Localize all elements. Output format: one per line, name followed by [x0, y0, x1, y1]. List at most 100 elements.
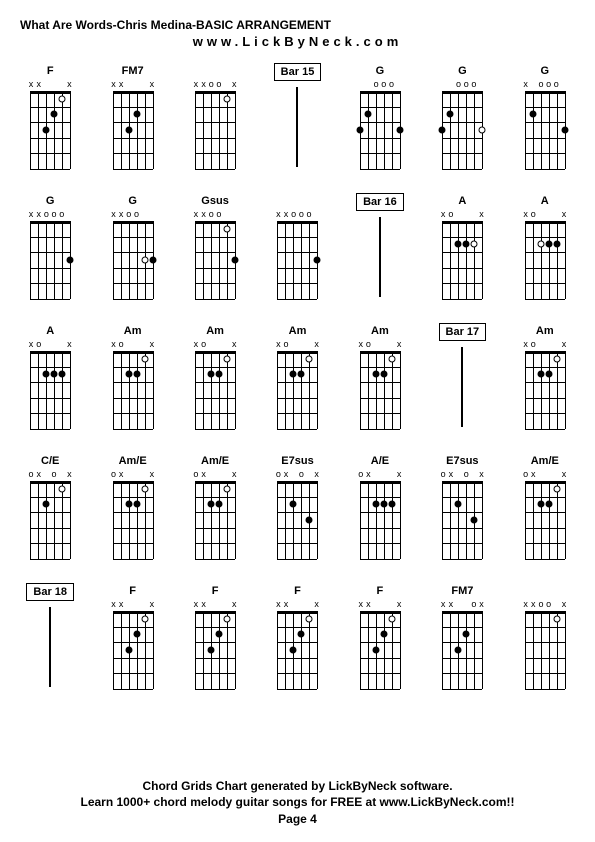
chord-cell: Gooo: [342, 63, 418, 181]
chord-label: F: [294, 583, 301, 599]
fretboard: [113, 91, 153, 169]
chord-cell: C/Eoxox: [12, 453, 88, 571]
chord-label: C/E: [41, 453, 59, 469]
root-dot: [388, 615, 395, 622]
finger-dot: [216, 501, 223, 508]
fretboard: [277, 351, 317, 429]
finger-dot: [290, 371, 297, 378]
finger-dot: [447, 111, 454, 118]
chord-cell: Fxxx: [12, 63, 88, 181]
finger-dot: [125, 371, 132, 378]
finger-dot: [216, 371, 223, 378]
chord-diagram: xxoo: [185, 209, 245, 304]
finger-dot: [553, 241, 560, 248]
finger-dot: [149, 257, 156, 264]
finger-dot: [471, 517, 478, 524]
root-dot: [141, 485, 148, 492]
chord-diagram: xxx: [350, 599, 410, 694]
string-markers: xxoox: [192, 79, 238, 89]
fretboard: [195, 611, 235, 689]
chord-cell: Axox: [424, 193, 500, 311]
bar-separator-cell: Bar 18: [12, 583, 88, 701]
chord-diagram: xooo: [515, 79, 575, 174]
chord-cell: Fxxx: [342, 583, 418, 701]
string-markers: xox: [522, 209, 568, 219]
finger-dot: [537, 371, 544, 378]
chord-cell: Gxxooo: [12, 193, 88, 311]
string-markers: xxoo: [192, 209, 238, 219]
bar-separator-cell: Bar 15: [259, 63, 335, 181]
finger-dot: [133, 631, 140, 638]
finger-dot: [545, 371, 552, 378]
chord-diagram: xox: [432, 209, 492, 304]
chord-label: Am: [536, 323, 554, 339]
chord-diagram: xxoox: [515, 599, 575, 694]
chord-diagram: ooo: [350, 79, 410, 174]
string-markers: xox: [192, 339, 238, 349]
finger-dot: [290, 501, 297, 508]
fretboard: [30, 481, 70, 559]
fretboard: [113, 221, 153, 299]
fretboard: [195, 481, 235, 559]
chord-label: F: [212, 583, 219, 599]
finger-dot: [314, 257, 321, 264]
finger-dot: [133, 371, 140, 378]
chord-label: FM7: [451, 583, 473, 599]
chord-diagram: xxx: [267, 599, 327, 694]
finger-dot: [208, 501, 215, 508]
root-dot: [224, 95, 231, 102]
finger-dot: [298, 631, 305, 638]
finger-dot: [463, 631, 470, 638]
finger-dot: [439, 127, 446, 134]
string-markers: xooo: [522, 79, 568, 89]
fretboard: [525, 481, 565, 559]
root-dot: [141, 615, 148, 622]
root-dot: [224, 225, 231, 232]
chord-diagram: xxooo: [20, 209, 80, 304]
chord-grid: FxxxFM7xxx xxooxBar 15GoooGoooGxoooGxxoo…: [12, 63, 583, 701]
chord-label: Am/E: [531, 453, 559, 469]
finger-dot: [372, 501, 379, 508]
finger-dot: [43, 501, 50, 508]
finger-dot: [529, 111, 536, 118]
root-dot: [224, 615, 231, 622]
bar-separator-cell: Bar 17: [424, 323, 500, 441]
finger-dot: [43, 371, 50, 378]
fretboard: [113, 611, 153, 689]
string-markers: xxx: [192, 599, 238, 609]
chord-label: Gsus: [201, 193, 229, 209]
fretboard: [525, 91, 565, 169]
fretboard: [360, 91, 400, 169]
footer-line-2: Learn 1000+ chord melody guitar songs fo…: [0, 794, 595, 811]
chord-diagram: xxx: [103, 79, 163, 174]
chord-diagram: oxox: [20, 469, 80, 564]
finger-dot: [208, 371, 215, 378]
string-markers: xox: [274, 339, 320, 349]
chord-label: A: [458, 193, 466, 209]
root-dot: [306, 355, 313, 362]
string-markers: oxox: [27, 469, 73, 479]
chord-label: [214, 63, 217, 79]
fretboard: [113, 481, 153, 559]
string-markers: xxooo: [274, 209, 320, 219]
string-markers: xox: [27, 339, 73, 349]
string-markers: xxox: [439, 599, 485, 609]
finger-dot: [51, 111, 58, 118]
fretboard: [442, 91, 482, 169]
finger-dot: [372, 371, 379, 378]
root-dot: [141, 257, 148, 264]
bar-label: Bar 18: [26, 583, 74, 601]
chord-cell: FM7xxx: [94, 63, 170, 181]
chord-label: A: [541, 193, 549, 209]
chord-cell: Am/Eoxx: [177, 453, 253, 571]
chord-diagram: xox: [350, 339, 410, 434]
string-markers: ooo: [357, 79, 403, 89]
chord-cell: A/Eoxx: [342, 453, 418, 571]
finger-dot: [388, 501, 395, 508]
root-dot: [59, 95, 66, 102]
fretboard: [360, 611, 400, 689]
finger-dot: [372, 647, 379, 654]
bar-separator-cell: Bar 16: [342, 193, 418, 311]
string-markers: oxox: [274, 469, 320, 479]
chord-cell: Gsusxxoo: [177, 193, 253, 311]
